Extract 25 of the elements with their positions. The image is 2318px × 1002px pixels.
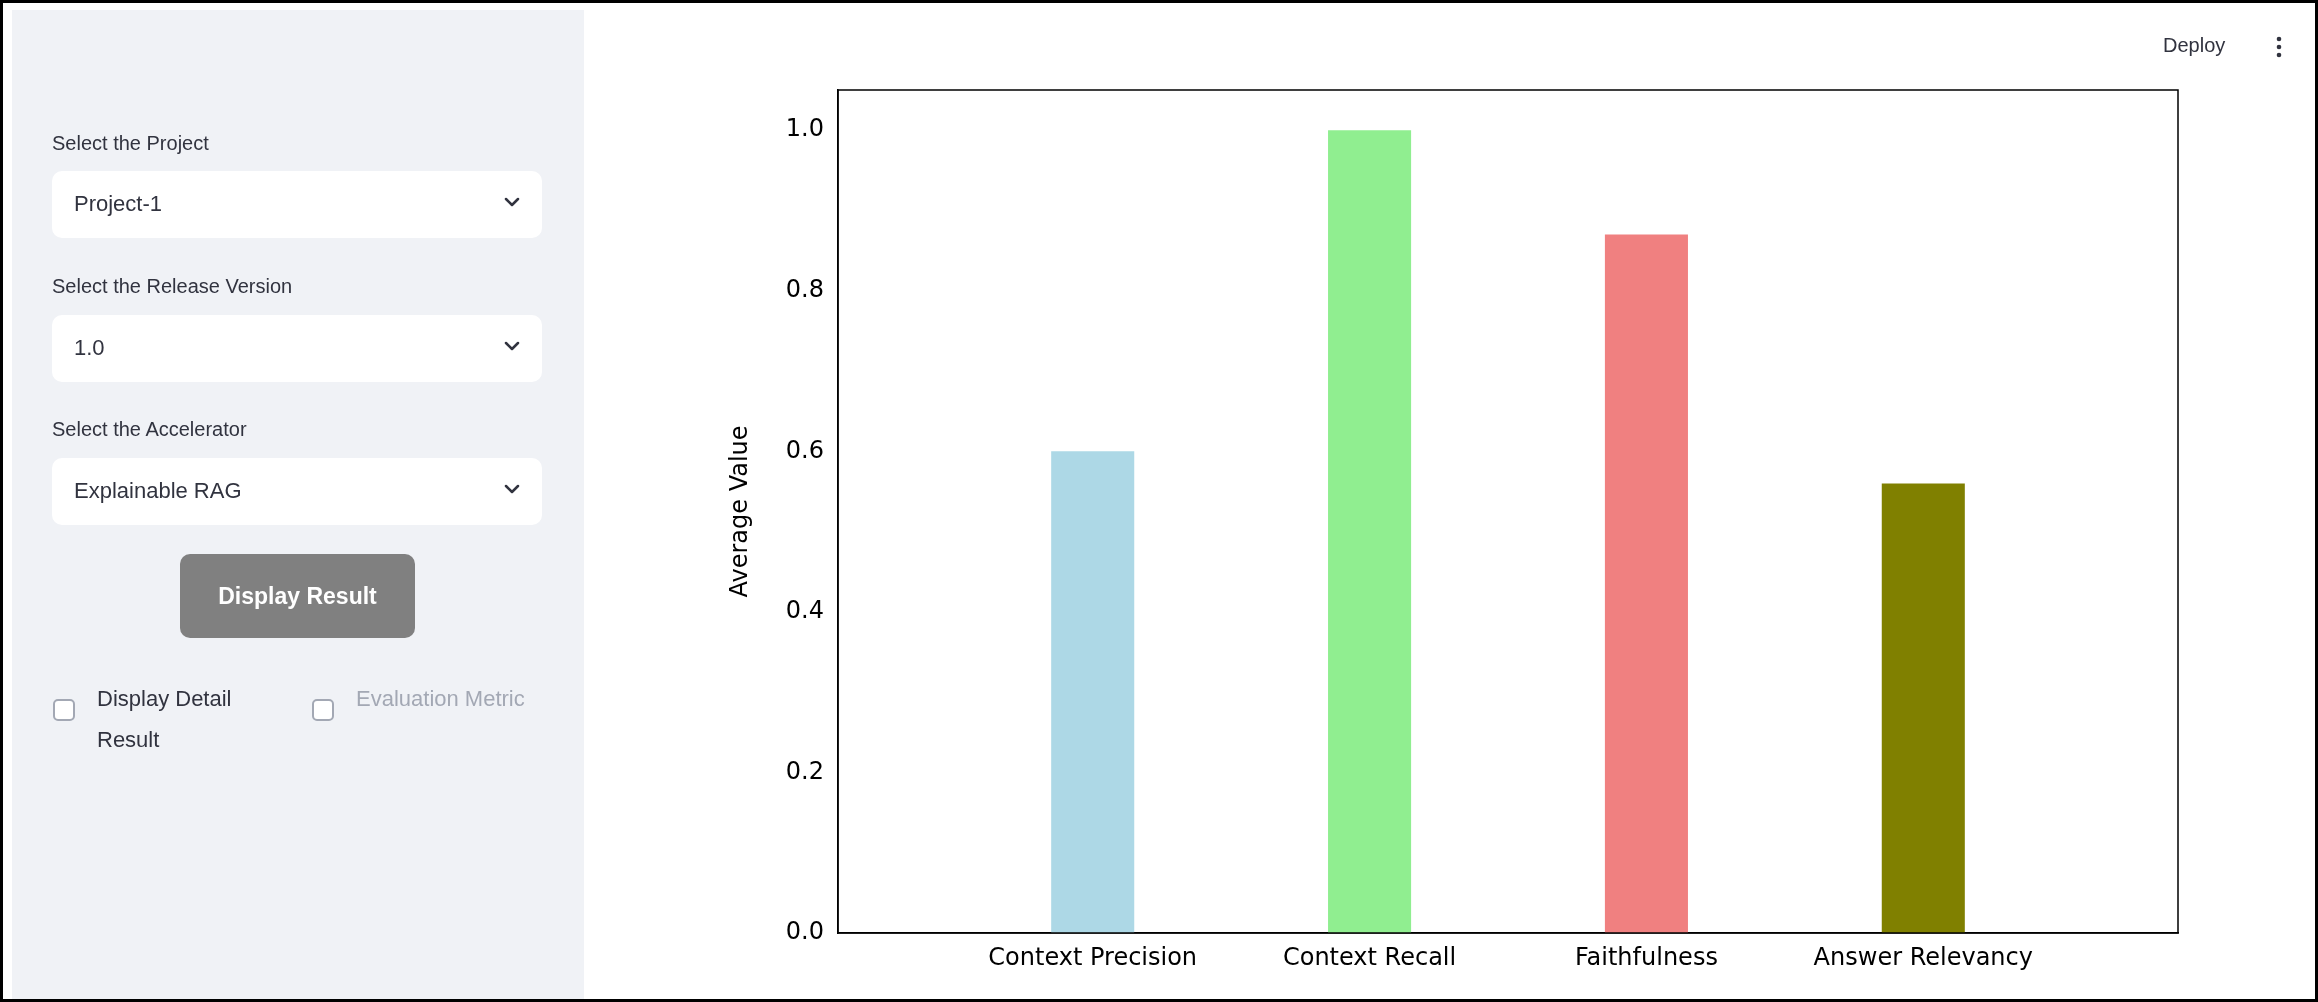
x-tick-label: Answer Relevancy [1813,942,2033,971]
y-tick-label: 0.6 [785,435,824,464]
button: Display Result [180,554,415,638]
y-tick-label: 0.2 [785,756,824,785]
dropdown-field: Explainable RAG [52,458,542,525]
bar [1051,451,1135,933]
y-tick-label: 1.0 [785,114,824,143]
bar [1328,130,1412,933]
text: Display Detail Result [97,685,233,754]
x-tick-label: Context Precision [988,942,1198,971]
bar [1604,234,1688,933]
text: Select the Accelerator [52,418,247,441]
bar [1881,483,1965,933]
dropdown-field: 1.0 [52,315,542,382]
y-tick-label: 0.8 [785,274,824,303]
y-axis-title: Average Value [724,425,753,598]
text: Deploy [2163,34,2226,57]
text: Select the Release Version [52,275,293,298]
dropdown-field: Project-1 [52,171,542,238]
x-tick-label: Faithfulness [1574,942,1718,971]
x-tick-label: Context Recall [1282,942,1457,971]
text: Select the Project [52,132,209,155]
y-tick-label: 0.4 [785,596,824,625]
text: Evaluation Metric [356,685,526,713]
y-tick-label: 0.0 [785,917,824,946]
